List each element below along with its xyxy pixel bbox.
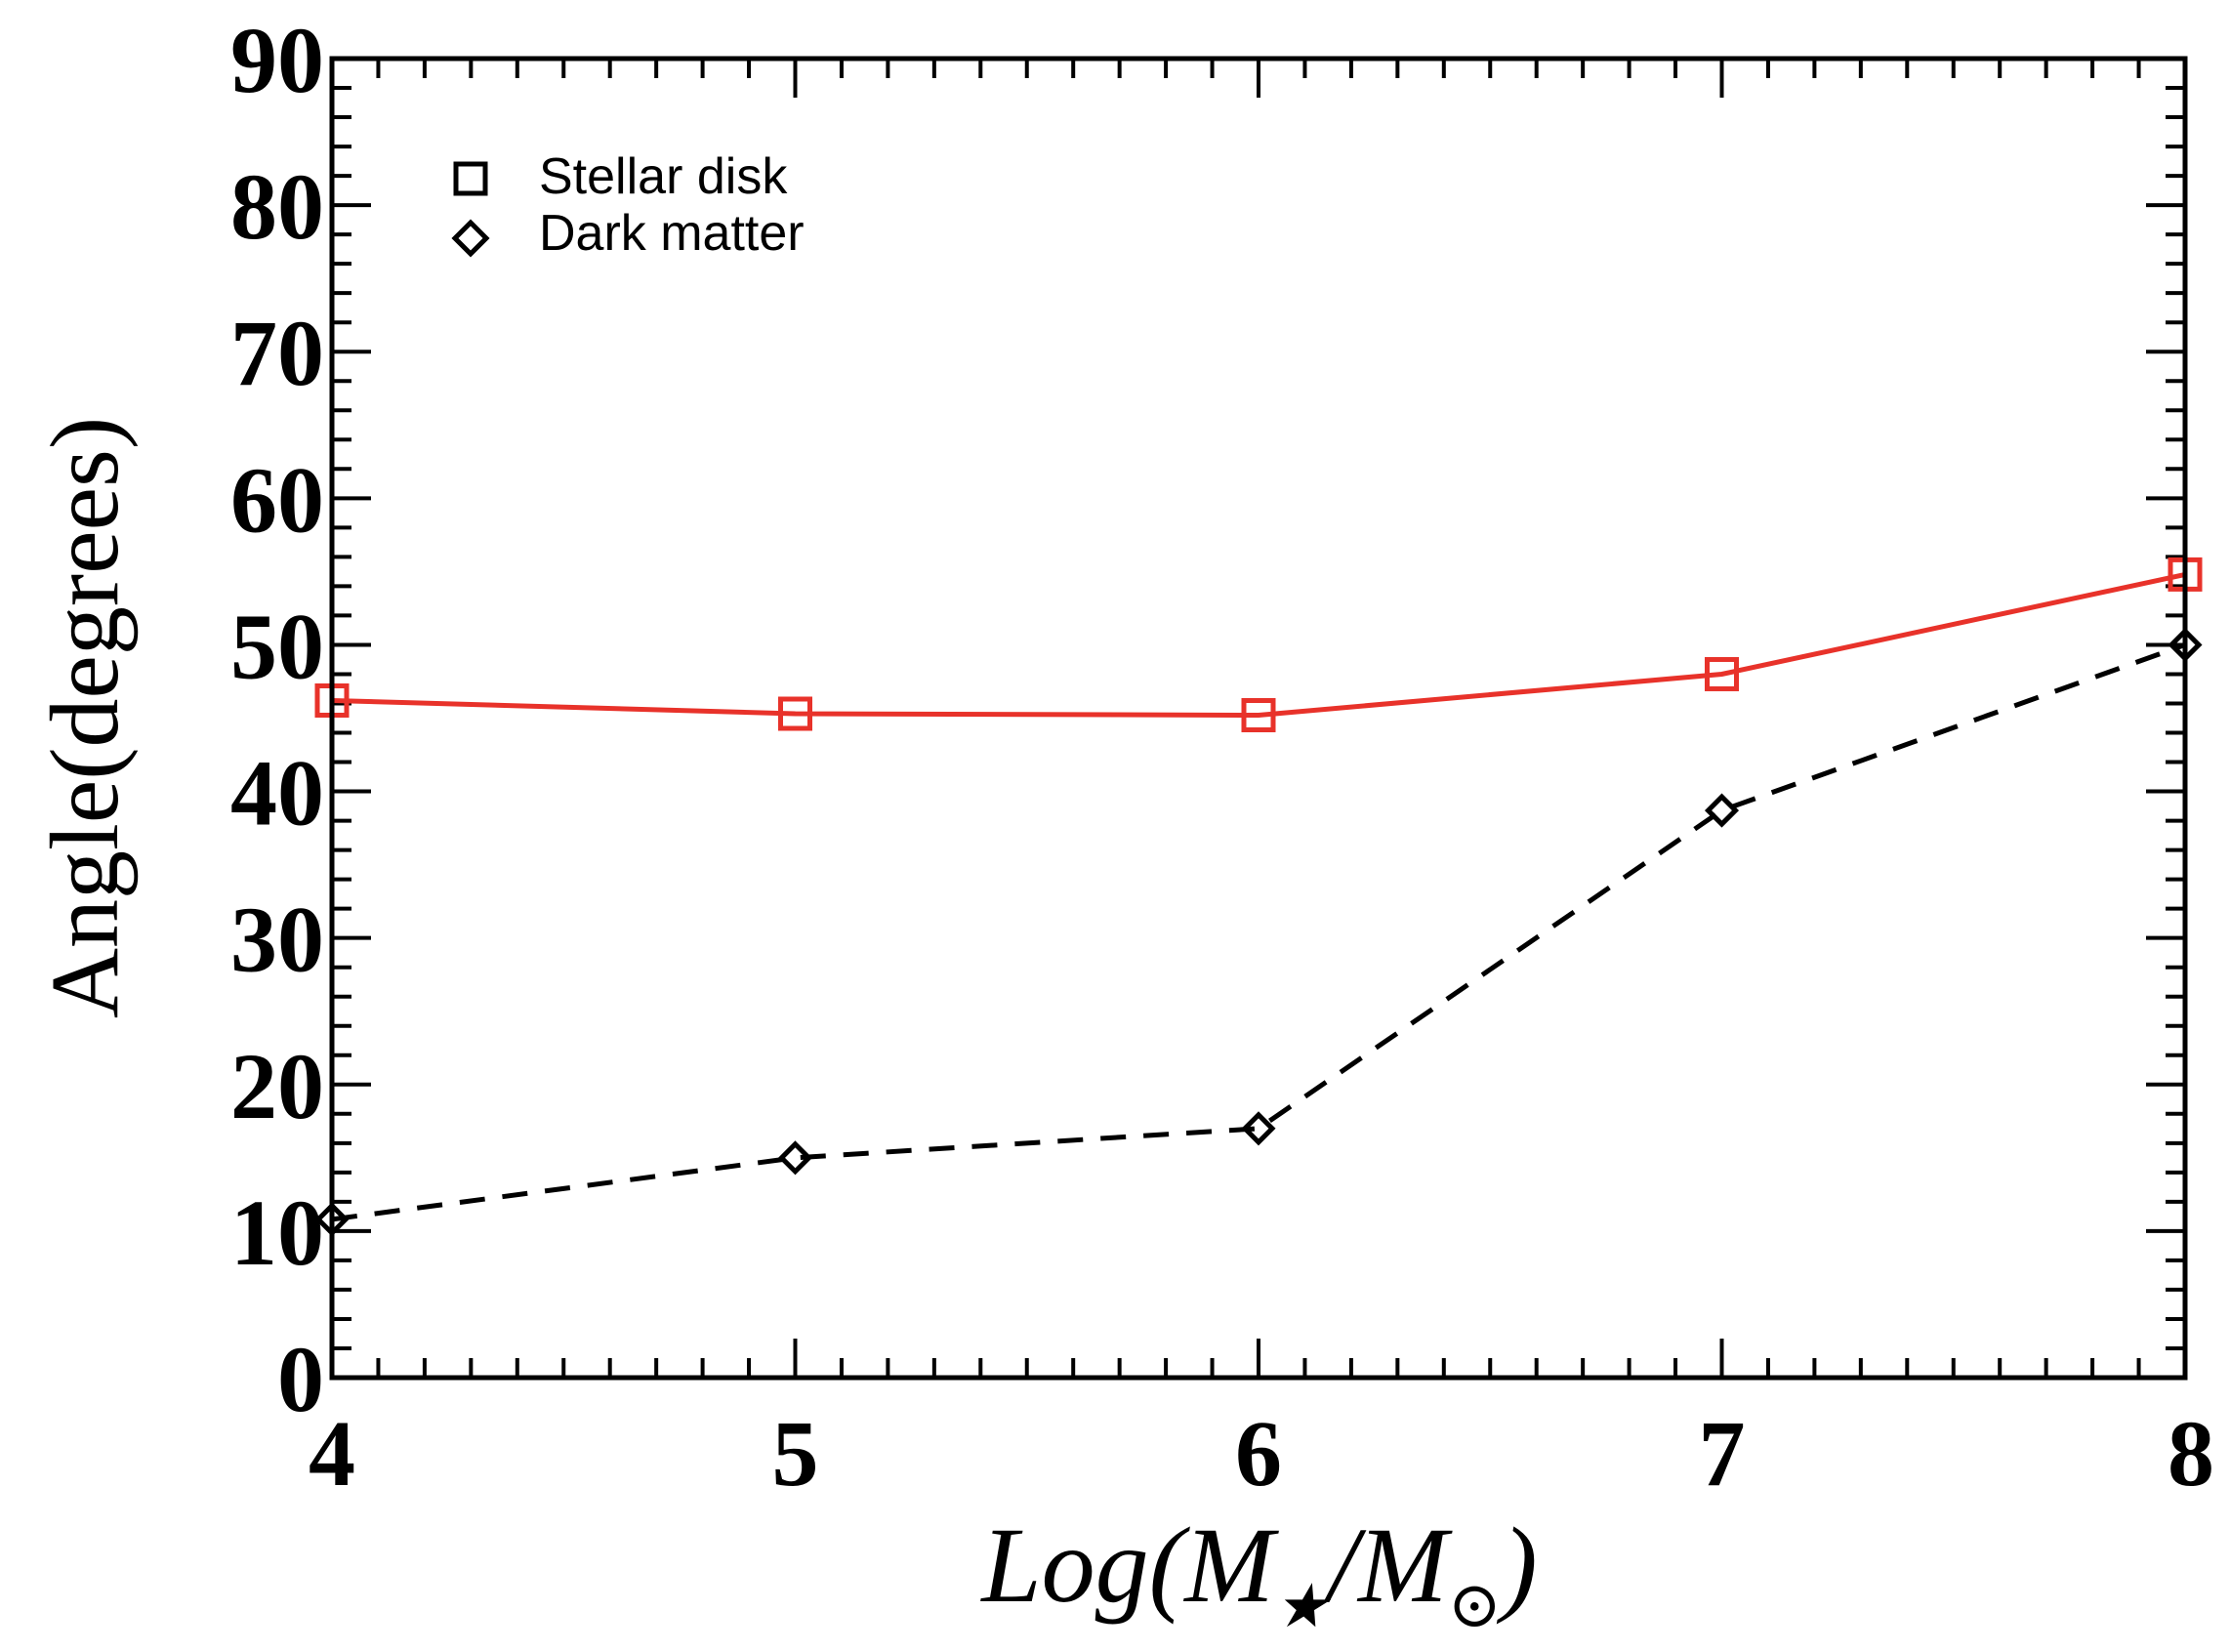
axis-ticks (330, 57, 2187, 1380)
legend-marker-dark-matter (451, 219, 490, 258)
x-axis-title: Log(M★/M⊙) (979, 1506, 1537, 1641)
y-tick-label: 20 (230, 1034, 324, 1138)
plot-frame (329, 56, 2188, 1381)
y-tick-label: 40 (230, 741, 324, 846)
y-tick-label: 80 (230, 154, 324, 259)
x-axis-title-slash: /M (1322, 1506, 1453, 1625)
x-tick-label: 6 (1235, 1401, 1282, 1506)
x-axis-title-close: ) (1496, 1506, 1538, 1625)
legend-label-dark-matter: Dark matter (539, 205, 805, 262)
legend-label-stellar-disk: Stellar disk (539, 148, 788, 205)
series-line-stellar-disk (331, 571, 2186, 718)
x-tick-label: 7 (1699, 1401, 1746, 1506)
y-tick-label: 30 (230, 888, 324, 992)
x-tick-label: 8 (2168, 1401, 2214, 1506)
y-axis-title: Angle(degrees) (30, 417, 139, 1018)
legend: Stellar disk Dark matter (451, 148, 805, 262)
legend-marker-stellar-disk (453, 161, 488, 196)
x-axis-title-main: Log(M (979, 1506, 1279, 1625)
y-tick-label: 50 (230, 594, 324, 698)
x-axis-title-star: ★ (1274, 1574, 1332, 1640)
stellar-disk-point (1241, 697, 1276, 732)
y-tick-label: 70 (230, 301, 324, 405)
tick-labels: 0 10 20 30 40 50 60 70 80 90 4 5 6 7 8 (230, 8, 2214, 1506)
series-lines (331, 571, 2186, 1222)
stellar-disk-point (778, 696, 812, 731)
x-tick-label: 4 (309, 1401, 355, 1506)
series-markers (314, 557, 2203, 1237)
dark-matter-point (1704, 793, 1740, 828)
series-line-dark-matter (331, 642, 2186, 1222)
y-tick-label: 60 (230, 447, 324, 552)
x-axis-title-sun: ⊙ (1448, 1570, 1502, 1641)
x-tick-label: 5 (772, 1401, 819, 1506)
dark-matter-point (777, 1140, 813, 1176)
y-tick-label: 90 (230, 8, 324, 112)
y-tick-label: 0 (277, 1327, 324, 1431)
dark-matter-point (1241, 1111, 1276, 1146)
stellar-disk-point (1705, 656, 1739, 691)
y-tick-label: 10 (230, 1180, 324, 1285)
